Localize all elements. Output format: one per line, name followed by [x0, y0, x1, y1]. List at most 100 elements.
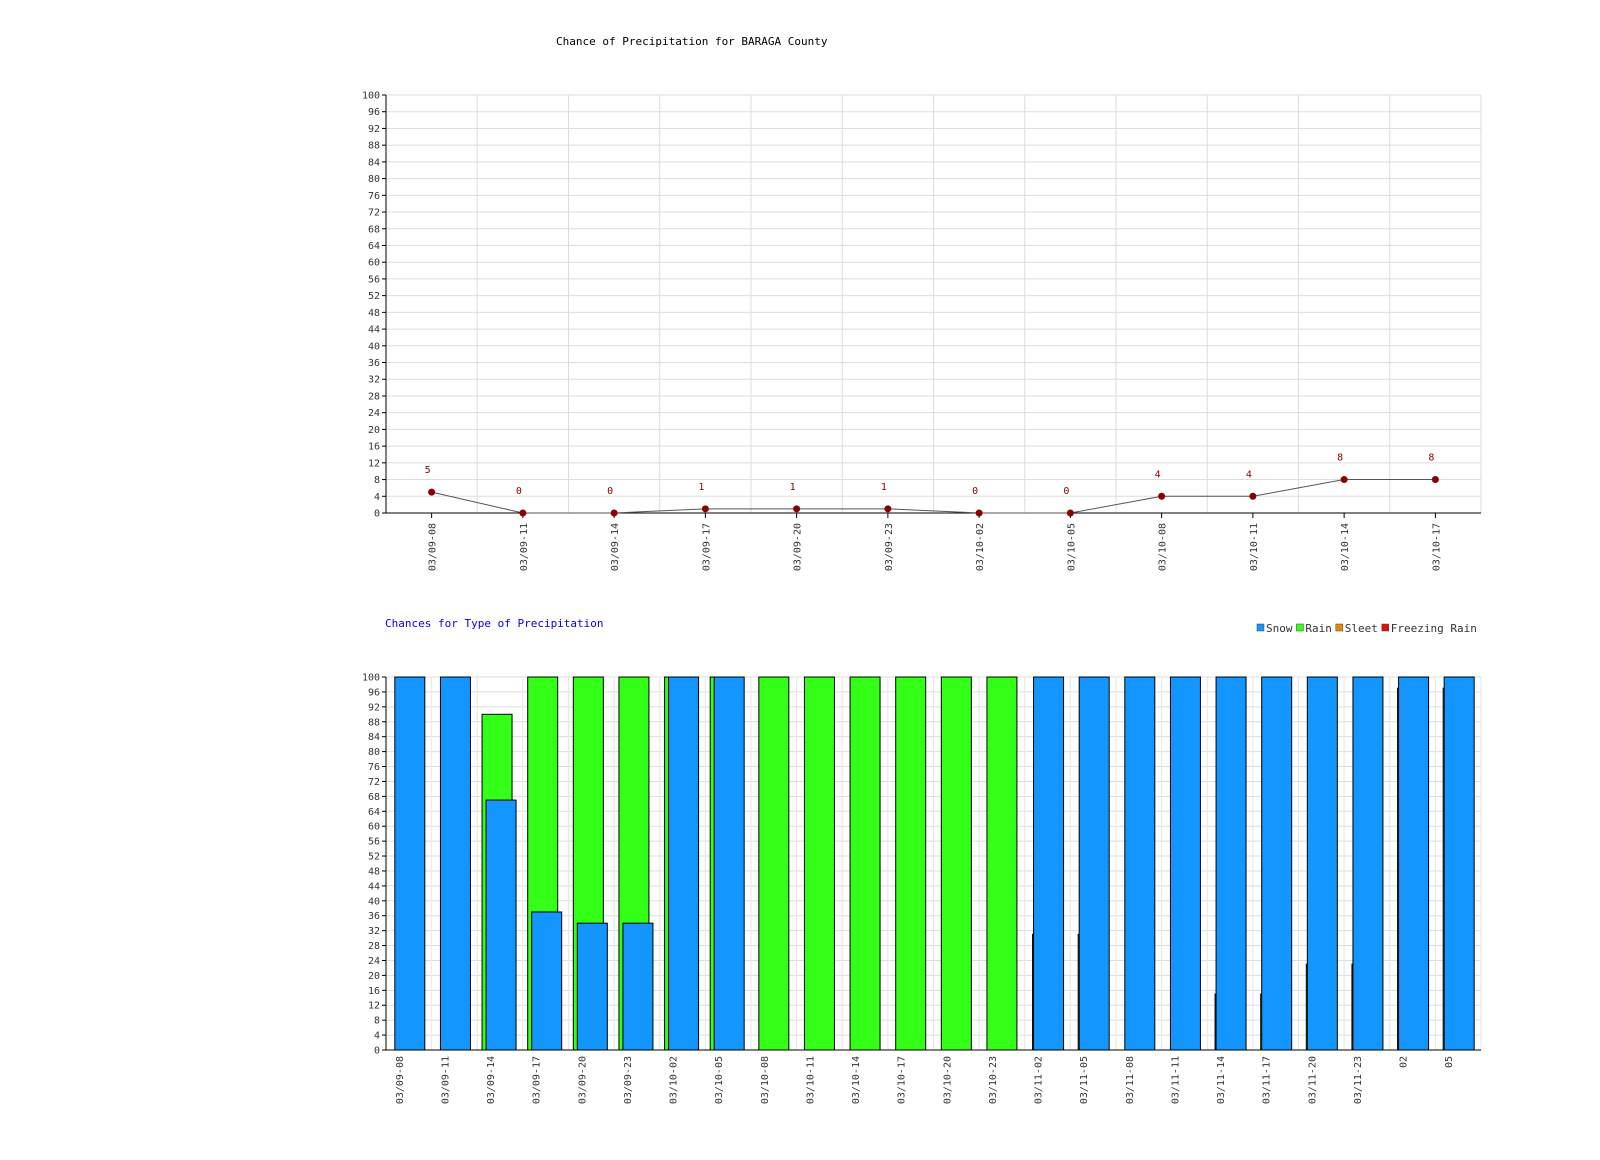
y-tick-label: 12	[368, 1001, 380, 1012]
bar-snow	[1306, 676, 1338, 1051]
bar-rain	[986, 676, 1018, 1051]
data-point	[428, 488, 436, 496]
x-tick-label: 03/09-14	[486, 1056, 497, 1104]
y-tick-label: 4	[374, 492, 380, 503]
bar-snow	[439, 676, 471, 1051]
legend-label: Freezing Rain	[1391, 622, 1477, 635]
bar-chart-title: Chances for Type of Precipitation	[385, 617, 604, 630]
y-tick-label: 36	[368, 911, 380, 922]
y-tick-label: 64	[368, 241, 380, 252]
data-label: 4	[1246, 469, 1252, 480]
bar-snow	[1169, 676, 1201, 1051]
bar-rain	[849, 676, 881, 1051]
data-label: 0	[972, 486, 978, 497]
x-tick-label: 03/09-14	[610, 523, 621, 571]
bar-rain	[803, 676, 835, 1051]
bar-snow	[1352, 676, 1384, 1051]
data-point	[610, 509, 618, 517]
x-tick-label: 03/10-05	[714, 1056, 725, 1104]
y-tick-label: 44	[368, 881, 380, 892]
y-tick-label: 32	[368, 926, 380, 937]
y-tick-label: 84	[368, 732, 380, 743]
legend-swatch-rain	[1296, 623, 1304, 632]
x-tick-label: 03/10-17	[897, 1056, 908, 1104]
y-tick-label: 12	[368, 458, 380, 469]
x-tick-label: 03/10-17	[1431, 523, 1442, 571]
y-tick-label: 40	[368, 341, 380, 352]
data-point	[519, 509, 527, 517]
y-tick-label: 28	[368, 941, 380, 952]
y-tick-label: 56	[368, 274, 380, 285]
bar-snow	[713, 676, 745, 1051]
y-tick-label: 68	[368, 792, 380, 803]
y-tick-label: 0	[374, 509, 380, 520]
y-tick-label: 16	[368, 986, 380, 997]
legend-label: Snow	[1266, 622, 1293, 635]
y-tick-label: 76	[368, 191, 380, 202]
y-tick-label: 96	[368, 107, 380, 118]
y-tick-label: 76	[368, 762, 380, 773]
data-label: 8	[1428, 453, 1434, 464]
y-tick-label: 24	[368, 956, 380, 967]
legend-label: Sleet	[1345, 622, 1378, 635]
bar-snow	[1078, 676, 1110, 1051]
data-point	[884, 505, 892, 513]
legend-swatch-snow	[1256, 623, 1265, 632]
x-tick-label: 03/10-02	[669, 1056, 680, 1104]
data-label: 5	[425, 465, 431, 476]
data-point	[1340, 476, 1348, 484]
data-point	[1249, 492, 1257, 500]
line-chart: 0481216202428323640444852566064687276808…	[362, 91, 1482, 571]
x-tick-label: 03/10-14	[851, 1056, 862, 1104]
bar-chart: 0481216202428323640444852566064687276808…	[362, 673, 1482, 1104]
bar-snow	[485, 799, 517, 1051]
x-tick-label: 03/10-20	[942, 1056, 953, 1104]
bar-snow	[622, 922, 654, 1051]
y-tick-label: 100	[362, 91, 380, 102]
y-tick-label: 8	[374, 475, 380, 486]
y-tick-label: 72	[368, 777, 380, 788]
y-tick-label: 32	[368, 375, 380, 386]
x-tick-label: 03/11-02	[1034, 1056, 1045, 1104]
y-tick-label: 64	[368, 807, 380, 818]
x-tick-label: 03/11-23	[1353, 1056, 1364, 1104]
x-tick-label: 02	[1399, 1056, 1410, 1068]
y-tick-label: 8	[374, 1016, 380, 1027]
x-tick-label: 05	[1444, 1056, 1455, 1068]
x-tick-label: 03/11-08	[1125, 1056, 1136, 1104]
bar-chart-legend: Snow Rain Sleet Freezing Rain	[1256, 622, 1477, 635]
x-tick-label: 03/09-23	[623, 1056, 634, 1104]
y-tick-label: 16	[368, 442, 380, 453]
bar-snow	[1261, 676, 1293, 1051]
bar-rain	[940, 676, 972, 1051]
data-label: 4	[1155, 469, 1161, 480]
bar-snow	[576, 922, 608, 1051]
bar-snow	[1215, 676, 1247, 1051]
y-tick-label: 24	[368, 408, 380, 419]
bar-snow	[668, 676, 700, 1051]
data-point	[793, 505, 801, 513]
y-tick-label: 48	[368, 866, 380, 877]
y-tick-label: 0	[374, 1046, 380, 1057]
data-label: 0	[607, 486, 613, 497]
x-tick-label: 03/10-14	[1340, 523, 1351, 571]
bar-snow	[394, 676, 426, 1051]
x-tick-label: 03/10-08	[760, 1056, 771, 1104]
y-tick-label: 88	[368, 141, 380, 152]
bar-snow	[1443, 676, 1475, 1051]
x-tick-label: 03/09-08	[428, 523, 439, 571]
data-point	[975, 509, 983, 517]
x-tick-label: 03/11-05	[1079, 1056, 1090, 1104]
data-point	[701, 505, 709, 513]
bar-snow	[531, 911, 563, 1051]
legend-swatch-sleet	[1335, 623, 1344, 632]
y-tick-label: 60	[368, 822, 380, 833]
y-tick-label: 60	[368, 258, 380, 269]
data-point	[1431, 476, 1439, 484]
x-tick-label: 03/10-08	[1158, 523, 1169, 571]
x-tick-label: 03/09-17	[701, 523, 712, 571]
y-tick-label: 40	[368, 896, 380, 907]
y-tick-label: 20	[368, 425, 380, 436]
x-tick-label: 03/10-05	[1066, 523, 1077, 571]
